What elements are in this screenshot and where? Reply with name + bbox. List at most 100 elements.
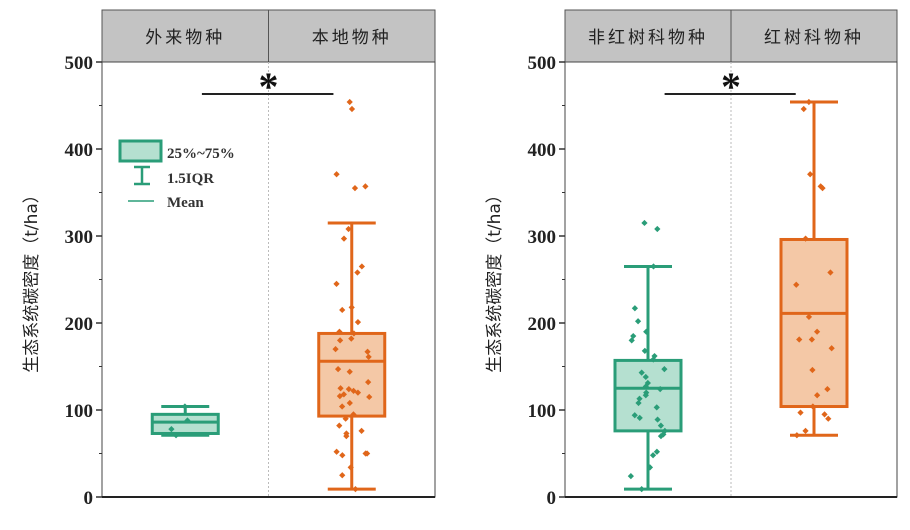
data-point (802, 427, 809, 434)
y-tick-label: 300 (528, 227, 557, 248)
data-point (362, 183, 369, 190)
data-point (339, 472, 346, 479)
y-tick-label: 0 (547, 488, 557, 509)
data-point (354, 319, 362, 326)
legend-box-swatch (118, 139, 163, 163)
data-point (346, 368, 353, 375)
data-point (631, 305, 639, 312)
data-point (346, 98, 353, 106)
data-point (825, 415, 832, 422)
data-point (649, 452, 657, 459)
data-point (333, 448, 340, 455)
iqr-box (150, 412, 220, 435)
data-point (628, 337, 635, 344)
y-tick-label: 400 (528, 140, 557, 161)
data-point (336, 392, 343, 400)
y-tick-label: 200 (65, 314, 94, 335)
data-point (339, 452, 346, 459)
data-point (333, 171, 340, 178)
data-point (650, 263, 657, 270)
data-point (339, 306, 346, 314)
y-tick-label: 100 (65, 401, 94, 422)
y-axis-label: 生态系统碳密度（t/ha） (485, 186, 505, 373)
data-point (346, 399, 353, 407)
data-point (339, 403, 346, 410)
data-point (641, 347, 648, 354)
legend-box-label: 25%~75% (167, 146, 235, 162)
data-point (336, 328, 343, 335)
data-point (348, 105, 356, 113)
data-point (638, 369, 645, 376)
facet-label: 非红树科物种 (588, 28, 708, 48)
data-point (350, 411, 357, 418)
data-point (634, 318, 642, 325)
data-point (824, 386, 831, 393)
data-point (354, 269, 361, 276)
significance-marker: * (721, 64, 741, 109)
data-point (184, 417, 191, 424)
significance-marker: * (259, 64, 279, 109)
box-series-0 (613, 219, 683, 493)
data-point (364, 348, 371, 355)
data-point (807, 171, 814, 178)
data-point (805, 98, 812, 106)
data-point (809, 403, 816, 410)
y-tick-label: 500 (65, 53, 94, 74)
data-point (800, 105, 807, 113)
data-point (814, 392, 821, 399)
facet-label: 红树科物种 (764, 28, 864, 48)
data-point (821, 411, 828, 418)
data-point (333, 280, 340, 287)
box-series-0 (150, 403, 220, 439)
data-point (337, 385, 344, 392)
data-point (365, 353, 372, 361)
data-point (350, 330, 358, 337)
panel-1: 非红树科物种 红树科物种 0 100 200 300 400 500 生态系统碳密度（t/ha）… (485, 9, 898, 509)
box-series-1 (779, 98, 849, 439)
data-point (627, 473, 634, 480)
y-tick-label: 400 (65, 140, 94, 161)
facet-label: 本地物种 (312, 28, 392, 48)
data-point (340, 235, 348, 242)
y-tick-label: 200 (528, 314, 557, 335)
iqr-box (317, 331, 387, 418)
data-point (343, 432, 350, 440)
data-point (642, 392, 649, 399)
data-point (334, 365, 342, 373)
data-point (168, 426, 175, 433)
facet-label: 外来物种 (145, 28, 225, 48)
data-point (351, 185, 359, 192)
data-point (332, 345, 339, 353)
data-point (365, 379, 372, 386)
y-tick-label: 0 (84, 488, 94, 509)
data-point (657, 386, 664, 393)
data-point (797, 409, 804, 416)
y-tick-label: 500 (528, 53, 557, 74)
data-point (358, 263, 365, 270)
data-point (336, 337, 344, 344)
data-point (336, 422, 343, 429)
data-point (661, 365, 668, 373)
data-point (181, 403, 189, 410)
y-axis-label: 生态系统碳密度（t/ha） (22, 186, 42, 373)
legend-whisker-label: 1.5IQR (167, 171, 214, 187)
data-point (638, 486, 645, 493)
data-point (641, 219, 648, 227)
data-point (345, 386, 352, 393)
data-point (342, 415, 349, 422)
data-point (366, 393, 373, 401)
box-series-1 (317, 98, 387, 493)
data-point (354, 389, 362, 396)
data-point (348, 335, 355, 342)
data-point (358, 427, 365, 434)
data-point (352, 486, 359, 493)
data-point (793, 432, 800, 439)
y-tick-label: 100 (528, 401, 557, 422)
legend-mean-label: Mean (167, 195, 204, 211)
y-tick-label: 300 (65, 227, 94, 248)
data-point (362, 450, 369, 457)
data-point (636, 414, 643, 421)
panel-0: 外来物种 本地物种 0 100 200 300 400 500 生态系统碳密度（t/ha） * 25… (22, 9, 436, 509)
data-point (654, 225, 661, 233)
